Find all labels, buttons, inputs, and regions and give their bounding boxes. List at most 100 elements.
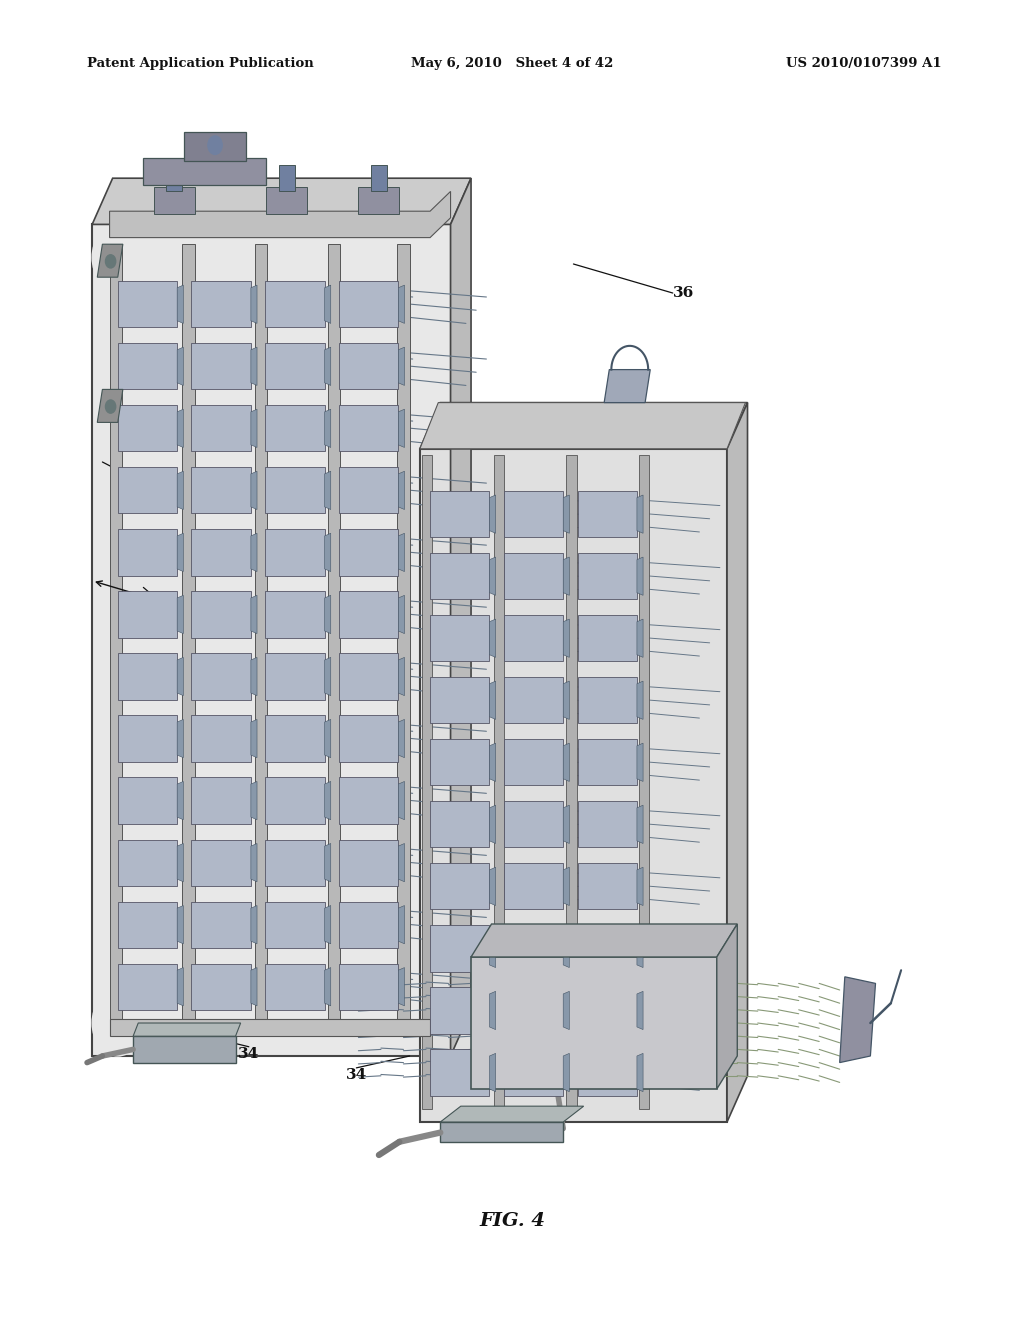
Polygon shape xyxy=(118,529,177,576)
Polygon shape xyxy=(265,529,325,576)
Polygon shape xyxy=(422,455,432,1109)
Polygon shape xyxy=(265,964,325,1010)
Polygon shape xyxy=(489,929,496,968)
Polygon shape xyxy=(398,347,404,385)
Polygon shape xyxy=(177,471,183,510)
Polygon shape xyxy=(251,471,257,510)
Polygon shape xyxy=(578,491,637,537)
Polygon shape xyxy=(251,347,257,385)
Polygon shape xyxy=(191,591,251,638)
Polygon shape xyxy=(251,843,257,882)
Polygon shape xyxy=(265,840,325,886)
Polygon shape xyxy=(563,805,569,843)
Polygon shape xyxy=(489,619,496,657)
Polygon shape xyxy=(266,187,307,214)
Polygon shape xyxy=(339,343,398,389)
Polygon shape xyxy=(265,653,325,700)
Polygon shape xyxy=(397,244,410,1023)
Polygon shape xyxy=(420,403,748,449)
Polygon shape xyxy=(398,657,404,696)
Polygon shape xyxy=(339,715,398,762)
Polygon shape xyxy=(251,906,257,944)
Polygon shape xyxy=(191,529,251,576)
Polygon shape xyxy=(578,863,637,909)
Polygon shape xyxy=(191,777,251,824)
Polygon shape xyxy=(430,677,489,723)
Text: 34: 34 xyxy=(346,1068,367,1082)
Polygon shape xyxy=(118,591,177,638)
Polygon shape xyxy=(430,491,489,537)
Polygon shape xyxy=(398,906,404,944)
Polygon shape xyxy=(325,409,331,447)
Polygon shape xyxy=(358,187,399,214)
Polygon shape xyxy=(325,906,331,944)
Polygon shape xyxy=(339,777,398,824)
Polygon shape xyxy=(398,968,404,1006)
Polygon shape xyxy=(430,801,489,847)
Polygon shape xyxy=(328,244,340,1023)
Polygon shape xyxy=(118,343,177,389)
Polygon shape xyxy=(191,840,251,886)
Polygon shape xyxy=(97,389,123,422)
Polygon shape xyxy=(251,595,257,634)
Polygon shape xyxy=(265,281,325,327)
Polygon shape xyxy=(133,1023,241,1036)
Polygon shape xyxy=(471,924,737,957)
Polygon shape xyxy=(563,619,569,657)
Polygon shape xyxy=(637,681,643,719)
Polygon shape xyxy=(92,178,471,224)
Polygon shape xyxy=(110,191,451,238)
Polygon shape xyxy=(325,657,331,696)
Polygon shape xyxy=(430,739,489,785)
Polygon shape xyxy=(563,929,569,968)
Polygon shape xyxy=(182,244,195,1023)
Polygon shape xyxy=(398,285,404,323)
Polygon shape xyxy=(494,455,504,1109)
Polygon shape xyxy=(398,533,404,572)
Polygon shape xyxy=(184,132,246,161)
Text: 34: 34 xyxy=(239,1047,259,1061)
Circle shape xyxy=(208,136,222,154)
Polygon shape xyxy=(325,968,331,1006)
Polygon shape xyxy=(430,863,489,909)
Polygon shape xyxy=(265,591,325,638)
Polygon shape xyxy=(191,405,251,451)
Polygon shape xyxy=(420,449,727,1122)
Polygon shape xyxy=(118,653,177,700)
Polygon shape xyxy=(504,801,563,847)
Polygon shape xyxy=(578,553,637,599)
Polygon shape xyxy=(92,224,451,1056)
Polygon shape xyxy=(489,743,496,781)
Polygon shape xyxy=(110,244,122,1023)
Polygon shape xyxy=(398,409,404,447)
Polygon shape xyxy=(191,964,251,1010)
Polygon shape xyxy=(339,902,398,948)
Polygon shape xyxy=(504,553,563,599)
Text: 36: 36 xyxy=(630,1036,650,1051)
Polygon shape xyxy=(118,840,177,886)
Polygon shape xyxy=(639,455,649,1109)
Polygon shape xyxy=(265,902,325,948)
Text: 36: 36 xyxy=(673,286,694,300)
Polygon shape xyxy=(489,991,496,1030)
Polygon shape xyxy=(563,557,569,595)
Polygon shape xyxy=(133,1036,236,1063)
Polygon shape xyxy=(563,681,569,719)
Circle shape xyxy=(105,400,116,413)
Polygon shape xyxy=(489,681,496,719)
Polygon shape xyxy=(191,343,251,389)
Polygon shape xyxy=(191,902,251,948)
Polygon shape xyxy=(430,1049,489,1096)
Polygon shape xyxy=(154,187,195,214)
Polygon shape xyxy=(637,991,643,1030)
Polygon shape xyxy=(717,924,737,1089)
Polygon shape xyxy=(177,409,183,447)
Polygon shape xyxy=(637,743,643,781)
Polygon shape xyxy=(637,805,643,843)
Polygon shape xyxy=(563,991,569,1030)
Polygon shape xyxy=(563,867,569,906)
Polygon shape xyxy=(604,370,650,403)
Polygon shape xyxy=(325,719,331,758)
Polygon shape xyxy=(504,491,563,537)
Polygon shape xyxy=(325,595,331,634)
